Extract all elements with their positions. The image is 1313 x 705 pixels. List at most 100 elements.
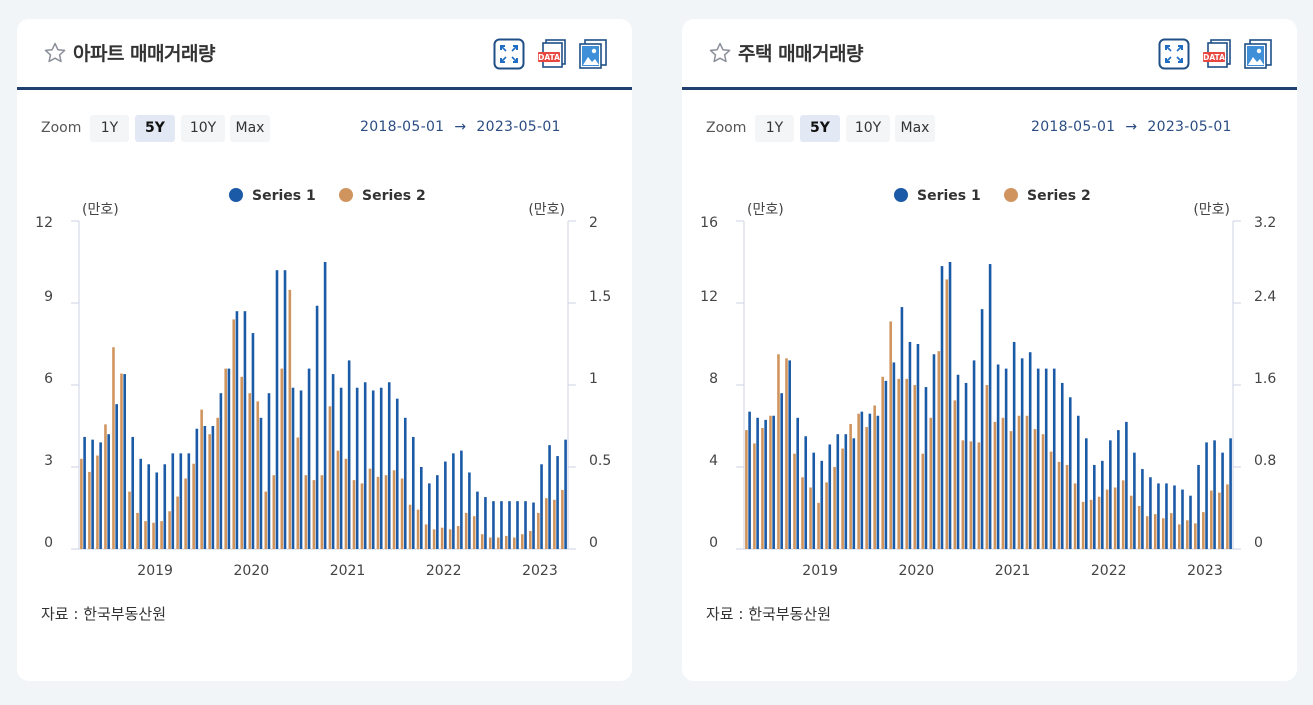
- bar-series-2: [945, 279, 949, 549]
- bar-series-2: [1017, 415, 1021, 549]
- zoom-max-button[interactable]: Max: [895, 115, 935, 142]
- zoom-1y-button[interactable]: 1Y: [755, 115, 794, 142]
- bar-series-1: [772, 415, 775, 549]
- bar-series-2: [553, 499, 556, 549]
- bar-series-1: [1068, 397, 1072, 549]
- bar-series-2: [1186, 520, 1189, 549]
- range-arrow: →: [1125, 119, 1138, 135]
- bar-series-2: [785, 358, 788, 549]
- expand-icon[interactable]: [493, 38, 525, 70]
- bar-series-1: [403, 417, 407, 549]
- y-right-unit-label: (만호): [1193, 202, 1230, 218]
- bar-series-1: [820, 460, 824, 549]
- bar-series-1: [259, 417, 263, 549]
- bar-series-2: [240, 376, 244, 549]
- bar-series-1: [812, 452, 816, 549]
- range-from[interactable]: 2018-05-01: [360, 119, 445, 135]
- y-right-unit-label: (만호): [528, 202, 565, 218]
- bar-series-1: [492, 501, 495, 549]
- bar-series-1: [836, 434, 840, 549]
- bar-series-1: [948, 262, 952, 549]
- bar-series-2: [1041, 434, 1045, 549]
- y-left-tick-label: 12: [700, 289, 718, 305]
- bar-series-2: [192, 463, 195, 549]
- zoom-1y-button[interactable]: 1Y: [90, 115, 129, 142]
- star-outline-icon[interactable]: [708, 41, 732, 65]
- star-outline-icon[interactable]: [43, 41, 67, 65]
- bar-series-1: [339, 387, 343, 549]
- bar-series-1: [916, 344, 920, 549]
- card-header: 주택 매매거래량 DATA: [682, 19, 1297, 90]
- bar-series-2: [144, 521, 147, 549]
- bar-series-2: [296, 437, 300, 549]
- bar-series-2: [1105, 489, 1109, 549]
- bar-series-2: [480, 534, 484, 549]
- bar-series-1: [291, 387, 295, 549]
- bar-series-2: [865, 427, 868, 549]
- bar-series-2: [1121, 480, 1125, 549]
- bar-series-1: [516, 501, 519, 549]
- bar-series-2: [432, 529, 436, 549]
- bar-series-2: [512, 537, 516, 549]
- bar-series-2: [288, 289, 292, 549]
- bar-series-1: [219, 393, 223, 549]
- bar-series-2: [969, 441, 973, 549]
- range-to[interactable]: 2023-05-01: [1147, 119, 1232, 135]
- bar-series-2: [344, 458, 348, 549]
- y-right-tick-label: 1.6: [1254, 371, 1276, 387]
- bar-series-1: [1173, 485, 1176, 549]
- bar-series-2: [985, 385, 989, 549]
- bar-series-1: [419, 467, 423, 549]
- bar-series-1: [395, 398, 399, 549]
- bar-series-1: [444, 461, 447, 549]
- bar-series-1: [1205, 442, 1208, 549]
- y-left-tick-label: 3: [44, 453, 53, 469]
- data-file-icon[interactable]: DATA: [537, 38, 569, 70]
- zoom-10y-button[interactable]: 10Y: [181, 115, 225, 142]
- bar-series-1: [1076, 415, 1080, 549]
- data-file-icon[interactable]: DATA: [1202, 38, 1234, 70]
- card-title: 아파트 매매거래량: [73, 43, 215, 65]
- bar-series-2: [529, 530, 532, 549]
- bar-series-1: [828, 444, 832, 549]
- bar-series-1: [371, 390, 375, 549]
- bar-series-2: [488, 537, 492, 549]
- bar-series-1: [139, 458, 143, 549]
- bar-series-2: [953, 400, 957, 549]
- bar-series-2: [136, 512, 139, 549]
- image-file-icon[interactable]: [1241, 38, 1273, 70]
- bar-series-2: [464, 512, 468, 549]
- bar-series-1: [1044, 368, 1048, 549]
- range-to[interactable]: 2023-05-01: [476, 119, 561, 135]
- expand-icon[interactable]: [1158, 38, 1190, 70]
- bar-series-2: [1194, 523, 1197, 549]
- bar-series-1: [892, 362, 896, 549]
- bar-series-2: [1177, 524, 1181, 549]
- bar-series-1: [1036, 368, 1040, 549]
- range-from[interactable]: 2018-05-01: [1031, 119, 1116, 135]
- bar-series-2: [849, 423, 852, 549]
- zoom-5y-button[interactable]: 5Y: [800, 115, 840, 142]
- bar-series-2: [184, 478, 187, 549]
- bar-series-2: [745, 430, 748, 549]
- bar-series-1: [564, 439, 567, 549]
- image-file-icon[interactable]: [576, 38, 608, 70]
- zoom-5y-button[interactable]: 5Y: [135, 115, 175, 142]
- bar-series-1: [323, 262, 327, 549]
- x-tick-label: 2020: [899, 563, 935, 579]
- legend-label: Series 1: [917, 188, 981, 204]
- bar-series-1: [1109, 440, 1112, 549]
- zoom-10y-button[interactable]: 10Y: [846, 115, 890, 142]
- bar-series-2: [232, 319, 236, 549]
- bar-series-1: [315, 305, 319, 549]
- bar-series-1: [1213, 440, 1216, 549]
- legend-marker: [229, 188, 243, 202]
- bar-series-1: [860, 411, 864, 549]
- bar-series-1: [804, 436, 808, 549]
- bar-series-2: [336, 450, 340, 549]
- bar-series-1: [908, 341, 912, 549]
- range-arrow: →: [454, 119, 467, 135]
- zoom-max-button[interactable]: Max: [230, 115, 270, 142]
- bar-series-2: [889, 321, 893, 549]
- y-right-tick-label: 1: [589, 371, 598, 387]
